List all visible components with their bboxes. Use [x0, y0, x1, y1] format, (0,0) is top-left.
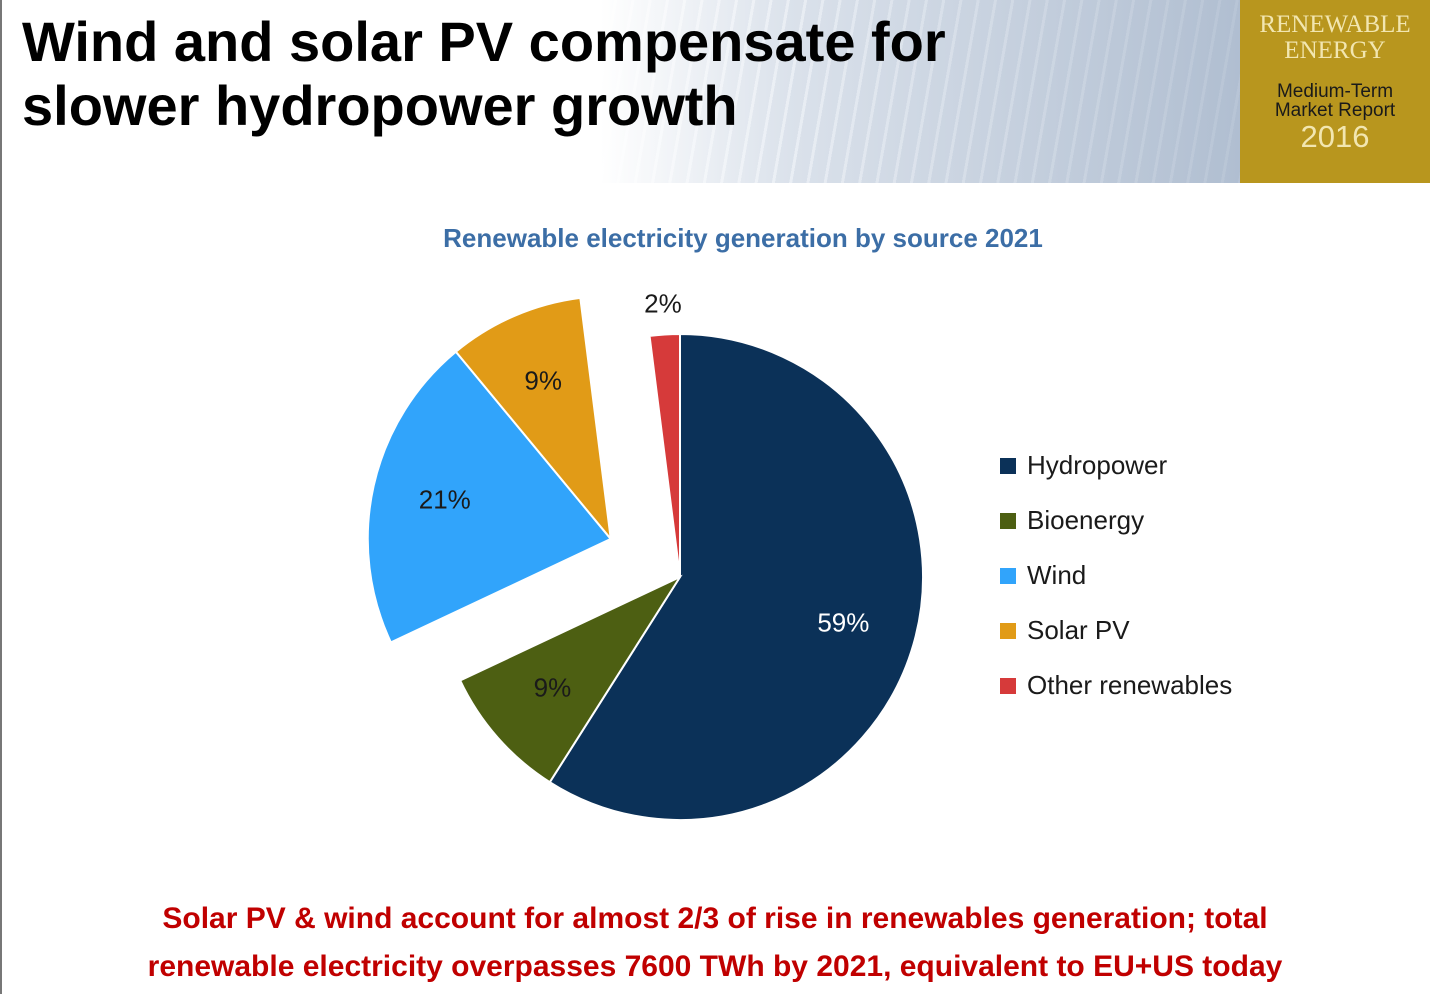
legend-label: Other renewables: [1027, 670, 1232, 700]
chart-title: Renewable electricity generation by sour…: [443, 223, 1043, 253]
badge-line: RENEWABLE: [1259, 11, 1411, 38]
pie-slice: [458, 574, 683, 784]
footer-line: Solar PV & wind account for almost 2/3 o…: [162, 902, 1268, 935]
legend-swatch: [1000, 568, 1016, 584]
legend-label: Bioenergy: [1027, 505, 1144, 535]
legend-label: Hydropower: [1027, 450, 1168, 480]
data-label: 2%: [644, 288, 682, 318]
report-badge: RENEWABLE ENERGY Medium-Term Market Repo…: [1240, 0, 1430, 183]
slide-title: Wind and solar PV compensate for slower …: [22, 10, 946, 138]
data-label: 9%: [534, 672, 572, 702]
footer-note: Solar PV & wind account for almost 2/3 o…: [0, 895, 1430, 991]
title-line: slower hydropower growth: [22, 74, 738, 137]
legend-label: Wind: [1027, 560, 1086, 590]
title-line: Wind and solar PV compensate for: [22, 10, 946, 73]
legend-label: Solar PV: [1027, 615, 1130, 645]
legend-swatch: [1000, 458, 1016, 474]
badge-year: 2016: [1300, 119, 1370, 154]
data-label: 21%: [419, 485, 471, 515]
badge-line: ENERGY: [1284, 37, 1386, 64]
data-label: 59%: [817, 607, 869, 637]
badge-subtitle: Market Report: [1274, 100, 1396, 121]
legend-swatch: [1000, 513, 1016, 529]
footer-line: renewable electricity overpasses 7600 TW…: [147, 950, 1283, 983]
pie-slice: [366, 350, 613, 644]
header-image: [600, 0, 1240, 183]
pie-slice: [454, 296, 613, 543]
badge-subtitle: Medium-Term: [1276, 81, 1394, 102]
data-label: 9%: [524, 366, 562, 396]
pie-slice: [548, 332, 924, 821]
pie-slice: [648, 332, 681, 578]
legend-swatch: [1000, 678, 1016, 694]
legend-swatch: [1000, 623, 1016, 639]
